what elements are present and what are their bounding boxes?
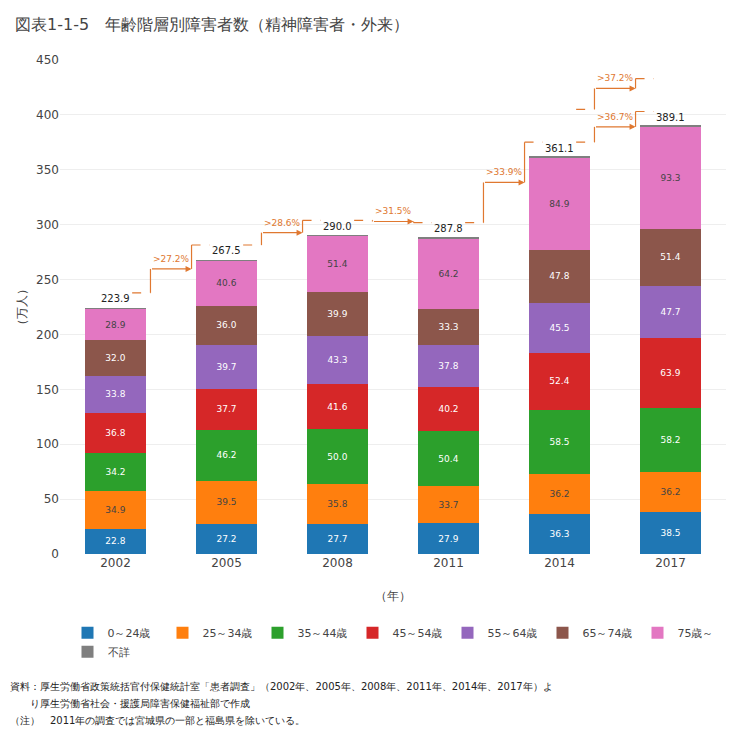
svg-text:0: 0 <box>51 547 59 561</box>
svg-text:2011: 2011 <box>433 556 464 570</box>
svg-text:25～34歳: 25～34歳 <box>203 627 253 640</box>
svg-text:図表1-1-5 年齢階層別障害者数（精神障害者・外来）: 図表1-1-5 年齢階層別障害者数（精神障害者・外来） <box>15 15 409 34</box>
svg-text:389.1: 389.1 <box>656 112 685 123</box>
svg-text:35.8: 35.8 <box>327 499 347 509</box>
svg-text:287.8: 287.8 <box>434 223 463 234</box>
svg-text:58.5: 58.5 <box>549 437 569 447</box>
svg-text:65～74歳: 65～74歳 <box>583 627 633 640</box>
svg-text:34.2: 34.2 <box>105 467 125 477</box>
svg-text:（万人）: （万人） <box>15 283 29 331</box>
svg-text:り厚生労働省社会・援護局障害保健福祉部で作成: り厚生労働省社会・援護局障害保健福祉部で作成 <box>10 698 250 709</box>
svg-text:51.4: 51.4 <box>327 259 347 269</box>
svg-text:55～64歳: 55～64歳 <box>488 627 538 640</box>
svg-text:36.8: 36.8 <box>105 428 125 438</box>
svg-text:47.8: 47.8 <box>549 271 569 281</box>
svg-text:267.5: 267.5 <box>212 245 241 256</box>
svg-text:2002: 2002 <box>100 556 131 570</box>
svg-text:37.8: 37.8 <box>438 361 458 371</box>
svg-text:33.8: 33.8 <box>105 389 125 399</box>
svg-text:>28.6%: >28.6% <box>264 218 301 228</box>
svg-text:2017: 2017 <box>655 556 686 570</box>
svg-text:100: 100 <box>36 437 59 451</box>
svg-text:22.8: 22.8 <box>105 536 125 546</box>
svg-text:200: 200 <box>36 328 59 342</box>
svg-text:36.0: 36.0 <box>216 320 236 330</box>
svg-text:36.2: 36.2 <box>660 487 680 497</box>
svg-text:>33.9%: >33.9% <box>486 167 523 177</box>
svg-text:75歳～: 75歳～ <box>678 627 714 640</box>
svg-text:33.3: 33.3 <box>438 322 458 332</box>
svg-text:不詳: 不詳 <box>108 646 130 659</box>
svg-text:33.7: 33.7 <box>438 500 458 510</box>
svg-text:47.7: 47.7 <box>660 307 680 317</box>
svg-text:36.2: 36.2 <box>549 489 569 499</box>
svg-text:51.4: 51.4 <box>660 252 680 262</box>
svg-text:290.0: 290.0 <box>323 221 352 232</box>
svg-text:361.1: 361.1 <box>545 143 574 154</box>
svg-text:36.3: 36.3 <box>549 529 569 539</box>
svg-text:58.2: 58.2 <box>660 435 680 445</box>
svg-text:93.3: 93.3 <box>660 173 680 183</box>
svg-text:>31.5%: >31.5% <box>375 206 412 216</box>
svg-text:84.9: 84.9 <box>549 199 569 209</box>
svg-text:40.2: 40.2 <box>438 404 458 414</box>
svg-text:46.2: 46.2 <box>216 450 236 460</box>
svg-text:2014: 2014 <box>544 556 575 570</box>
svg-text:2008: 2008 <box>322 556 353 570</box>
svg-text:43.3: 43.3 <box>327 355 347 365</box>
svg-text:2005: 2005 <box>211 556 242 570</box>
svg-text:27.2: 27.2 <box>216 534 236 544</box>
svg-text:0～24歳: 0～24歳 <box>108 627 151 640</box>
svg-text:38.5: 38.5 <box>660 528 680 538</box>
svg-text:27.7: 27.7 <box>327 534 347 544</box>
svg-text:50.4: 50.4 <box>438 454 458 464</box>
svg-text:52.4: 52.4 <box>549 376 569 386</box>
svg-text:150: 150 <box>36 383 59 397</box>
svg-text:45.5: 45.5 <box>549 323 569 333</box>
svg-text:37.7: 37.7 <box>216 404 236 414</box>
svg-text:64.2: 64.2 <box>438 269 458 279</box>
svg-text:223.9: 223.9 <box>101 293 130 304</box>
svg-text:資料：厚生労働省政策統括官付保健統計室「患者調査」（2002: 資料：厚生労働省政策統括官付保健統計室「患者調査」（2002年、2005年、20… <box>10 681 553 692</box>
svg-text:28.9: 28.9 <box>105 320 125 330</box>
svg-text:250: 250 <box>36 273 59 287</box>
svg-text:50.0: 50.0 <box>327 452 347 462</box>
svg-text:（年）: （年） <box>375 589 411 603</box>
svg-text:450: 450 <box>36 53 59 67</box>
svg-text:>36.7%: >36.7% <box>597 112 634 122</box>
svg-text:50: 50 <box>44 492 59 506</box>
svg-text:35～44歳: 35～44歳 <box>298 627 348 640</box>
svg-text:34.9: 34.9 <box>105 505 125 515</box>
svg-text:32.0: 32.0 <box>105 353 125 363</box>
svg-text:39.7: 39.7 <box>216 362 236 372</box>
svg-text:（注） 2011年の調査では宮城県の一部と福島県を除いている: （注） 2011年の調査では宮城県の一部と福島県を除いている。 <box>10 715 305 726</box>
svg-text:>37.2%: >37.2% <box>597 73 634 83</box>
svg-text:400: 400 <box>36 108 59 122</box>
svg-text:>27.2%: >27.2% <box>153 254 190 264</box>
svg-text:63.9: 63.9 <box>660 368 680 378</box>
svg-text:41.6: 41.6 <box>327 402 347 412</box>
svg-text:39.9: 39.9 <box>327 309 347 319</box>
svg-text:39.5: 39.5 <box>216 497 236 507</box>
svg-text:40.6: 40.6 <box>216 278 236 288</box>
svg-text:350: 350 <box>36 163 59 177</box>
svg-text:300: 300 <box>36 218 59 232</box>
svg-text:45～54歳: 45～54歳 <box>393 627 443 640</box>
svg-text:27.9: 27.9 <box>438 534 458 544</box>
